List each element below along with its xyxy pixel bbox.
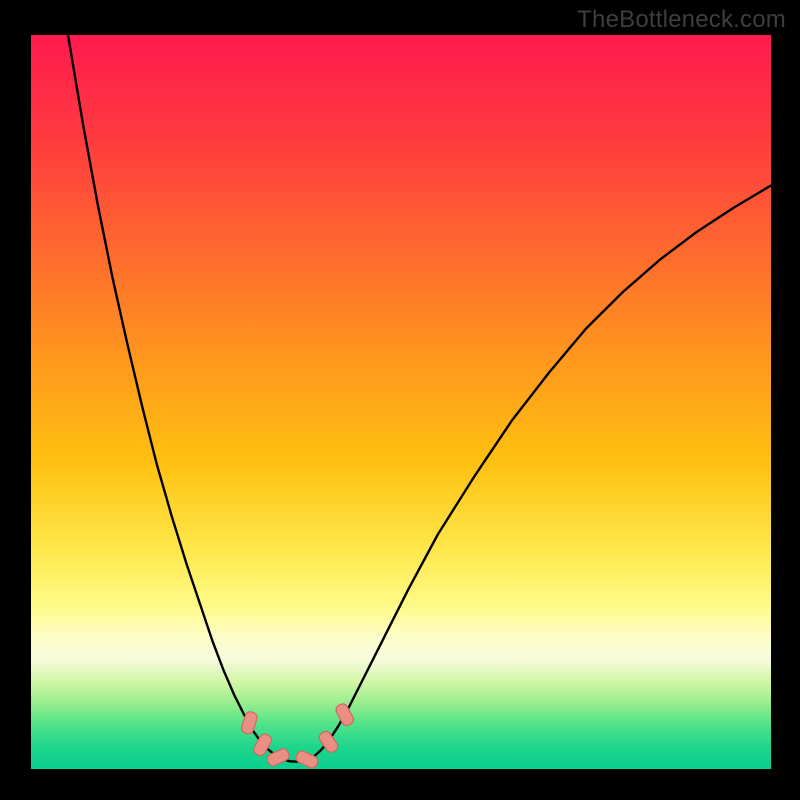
marker-5 xyxy=(334,702,355,727)
watermark-text: TheBottleneck.com xyxy=(577,6,786,34)
chart-frame: TheBottleneck.com xyxy=(0,0,800,800)
plot-area xyxy=(31,35,771,769)
marker-1 xyxy=(252,732,273,757)
bottleneck-curve xyxy=(68,35,771,762)
marker-3 xyxy=(295,749,320,769)
curve-layer xyxy=(31,35,771,769)
